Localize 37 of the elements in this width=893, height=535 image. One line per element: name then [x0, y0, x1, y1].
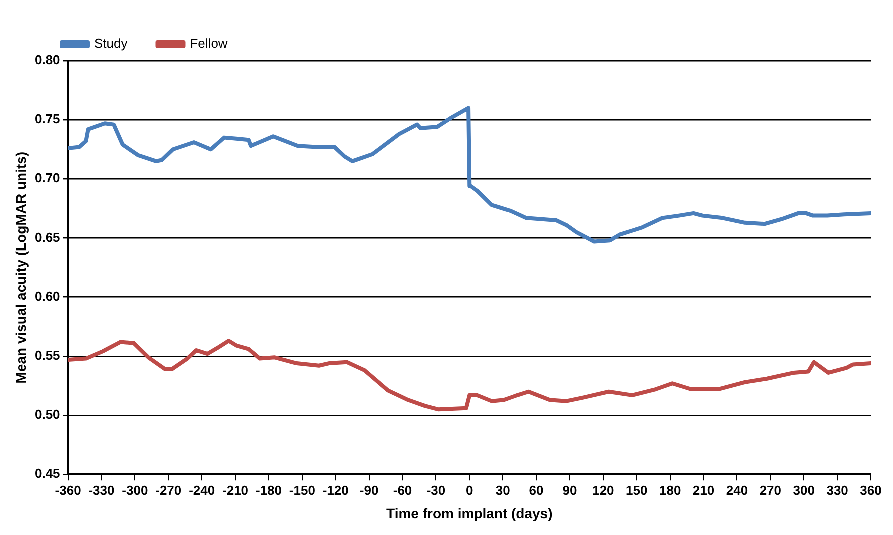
- y-tick-label: 0.50: [34, 407, 60, 422]
- x-tick-label: -150: [289, 482, 316, 498]
- legend-label: Fellow: [190, 36, 228, 52]
- legend-label: Study: [94, 36, 128, 52]
- x-tick-label: -60: [393, 482, 412, 498]
- x-tick-label: 360: [860, 482, 882, 498]
- y-tick-label: 0.60: [34, 288, 60, 304]
- x-tick-label: -30: [426, 482, 446, 498]
- x-tick-label: 240: [726, 482, 748, 498]
- x-tick-label: -300: [122, 482, 148, 498]
- x-tick-label: -330: [88, 482, 115, 498]
- x-tick-label: 30: [496, 482, 510, 498]
- x-tick-label: -90: [360, 482, 379, 498]
- y-tick-label: 0.65: [34, 230, 60, 245]
- x-tick-label: 60: [529, 482, 544, 498]
- y-tick-label: 0.80: [34, 52, 60, 68]
- x-tick-label: -360: [55, 482, 82, 498]
- x-axis-title: Time from implant (days): [386, 505, 553, 522]
- x-tick-label: -270: [156, 482, 182, 498]
- x-tick-label: 330: [826, 482, 848, 498]
- x-tick-label: 90: [562, 482, 578, 498]
- x-tick-label: 210: [692, 482, 715, 498]
- y-tick-label: 0.70: [34, 170, 60, 186]
- y-tick-label: 0.55: [34, 348, 60, 364]
- x-tick-label: 180: [659, 482, 682, 498]
- x-tick-label: 120: [592, 482, 614, 498]
- x-tick-label: 0: [466, 482, 474, 498]
- x-tick-label: 300: [793, 482, 815, 498]
- x-tick-label: -180: [256, 482, 282, 498]
- y-tick-label: 0.75: [34, 112, 60, 127]
- x-tick-label: 150: [626, 482, 648, 498]
- x-tick-label: -240: [189, 482, 216, 498]
- x-tick-label: 270: [760, 482, 782, 498]
- y-axis-title: Mean visual acuity (LogMAR units): [12, 152, 29, 384]
- x-tick-label: -120: [322, 482, 349, 498]
- x-tick-label: -210: [222, 482, 249, 498]
- y-tick-label: 0.45: [34, 466, 60, 482]
